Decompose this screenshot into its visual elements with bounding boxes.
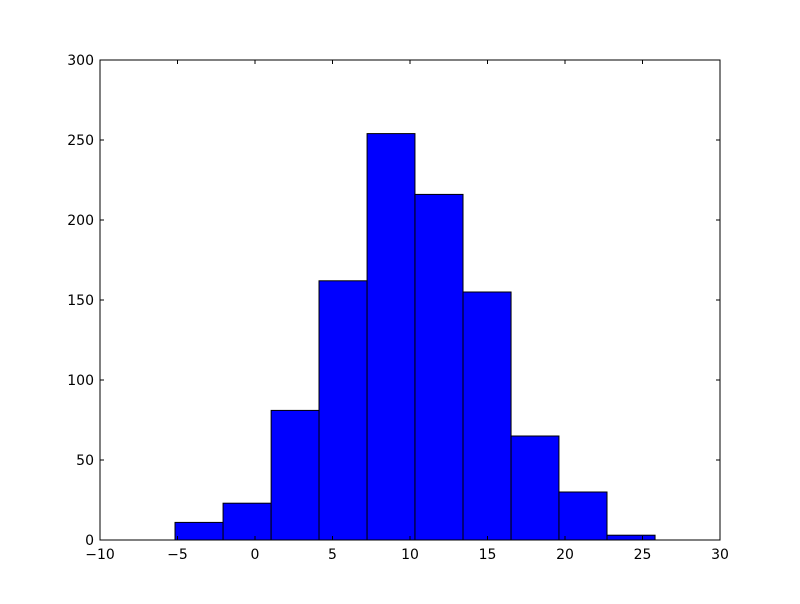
histogram-bar — [462, 291, 512, 541]
x-tick-label: 0 — [251, 547, 260, 563]
y-tick-label: 50 — [76, 453, 94, 469]
histogram-bar — [414, 193, 464, 541]
y-tick-label: 150 — [67, 293, 94, 309]
x-tick-label: 15 — [479, 547, 497, 563]
histogram-bar — [366, 133, 416, 541]
histogram-bar — [510, 435, 560, 541]
histogram-bar — [270, 409, 320, 541]
x-tick-label: −5 — [167, 547, 188, 563]
histogram-bar — [558, 491, 608, 541]
x-tick-label: 30 — [711, 547, 729, 563]
x-tick-label: 10 — [401, 547, 419, 563]
y-tick-label: 200 — [67, 213, 94, 229]
bars — [174, 133, 656, 541]
y-tick-label: 100 — [67, 373, 94, 389]
y-tick-label: 250 — [67, 133, 94, 149]
x-tick-label: 25 — [634, 547, 652, 563]
x-tick-label: 5 — [328, 547, 337, 563]
x-tick-label: 20 — [556, 547, 574, 563]
x-tick-label: −10 — [85, 547, 115, 563]
histogram-bar — [318, 280, 368, 541]
histogram-bar — [606, 534, 656, 541]
histogram-bar — [174, 521, 224, 541]
axes-frame — [99, 59, 721, 541]
histogram-bar — [222, 502, 272, 541]
y-tick-label: 300 — [67, 53, 94, 69]
y-tick-label: 0 — [85, 533, 94, 549]
